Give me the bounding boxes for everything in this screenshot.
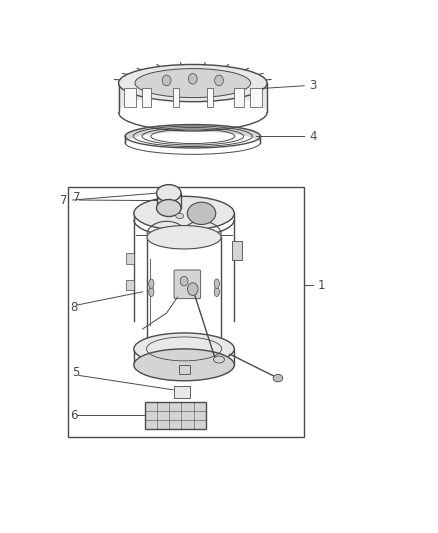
Ellipse shape xyxy=(273,374,283,382)
Ellipse shape xyxy=(176,213,184,219)
FancyBboxPatch shape xyxy=(174,270,201,298)
Text: 7: 7 xyxy=(73,191,80,204)
Text: 7: 7 xyxy=(60,193,67,207)
Bar xyxy=(234,88,244,107)
Ellipse shape xyxy=(134,196,234,230)
Ellipse shape xyxy=(156,184,181,201)
Ellipse shape xyxy=(214,279,219,288)
Bar xyxy=(124,88,136,107)
Ellipse shape xyxy=(147,335,221,358)
Ellipse shape xyxy=(149,279,154,288)
Bar xyxy=(250,88,262,107)
Ellipse shape xyxy=(214,356,224,363)
Ellipse shape xyxy=(134,349,234,381)
Bar xyxy=(207,88,213,107)
Circle shape xyxy=(162,75,171,86)
Ellipse shape xyxy=(187,202,216,224)
Ellipse shape xyxy=(214,287,219,296)
Bar xyxy=(173,88,179,107)
Ellipse shape xyxy=(156,199,181,216)
Circle shape xyxy=(180,276,188,286)
Bar xyxy=(142,88,152,107)
Ellipse shape xyxy=(147,225,221,249)
Bar xyxy=(179,365,190,374)
Circle shape xyxy=(188,74,197,84)
Text: 3: 3 xyxy=(309,79,317,92)
Ellipse shape xyxy=(149,287,154,296)
Ellipse shape xyxy=(135,69,251,98)
Bar xyxy=(232,241,242,260)
Bar xyxy=(145,402,206,429)
Text: 5: 5 xyxy=(72,366,79,379)
Text: 1: 1 xyxy=(318,279,325,292)
Bar xyxy=(174,386,190,398)
Polygon shape xyxy=(119,64,267,112)
Bar xyxy=(126,280,134,290)
Ellipse shape xyxy=(134,333,234,365)
Text: 6: 6 xyxy=(70,409,78,422)
Text: 4: 4 xyxy=(309,130,317,143)
Circle shape xyxy=(215,75,223,86)
Text: 8: 8 xyxy=(71,301,78,314)
Ellipse shape xyxy=(119,64,267,102)
Circle shape xyxy=(187,282,198,295)
Polygon shape xyxy=(125,125,261,143)
Bar xyxy=(126,253,134,264)
Bar xyxy=(68,187,304,437)
